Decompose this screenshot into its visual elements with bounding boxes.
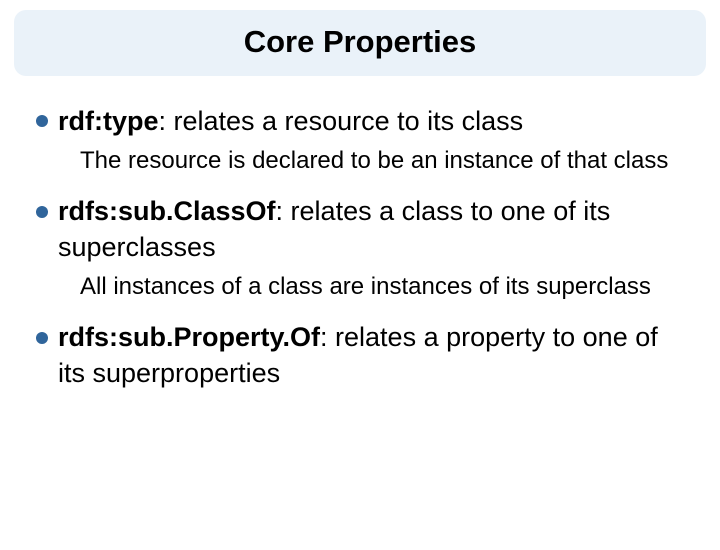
- list-item: rdf:type: relates a resource to its clas…: [36, 104, 684, 176]
- term: rdfs:sub.ClassOf: [58, 196, 276, 226]
- bullet-icon: [36, 206, 48, 218]
- term-desc: : relates a resource to its class: [159, 106, 524, 136]
- slide-title: Core Properties: [14, 24, 706, 60]
- sub-line: The resource is declared to be an instan…: [36, 146, 684, 177]
- main-line: rdfs:sub.Property.Of: relates a property…: [36, 320, 684, 391]
- sub-line: All instances of a class are instances o…: [36, 272, 684, 303]
- title-bar: Core Properties: [14, 10, 706, 76]
- bullet-icon: [36, 115, 48, 127]
- term: rdfs:sub.Property.Of: [58, 322, 320, 352]
- content-area: rdf:type: relates a resource to its clas…: [0, 76, 720, 392]
- main-line: rdf:type: relates a resource to its clas…: [36, 104, 684, 140]
- term: rdf:type: [58, 106, 159, 136]
- list-item: rdfs:sub.ClassOf: relates a class to one…: [36, 194, 684, 302]
- bullet-icon: [36, 332, 48, 344]
- main-line: rdfs:sub.ClassOf: relates a class to one…: [36, 194, 684, 265]
- list-item: rdfs:sub.Property.Of: relates a property…: [36, 320, 684, 391]
